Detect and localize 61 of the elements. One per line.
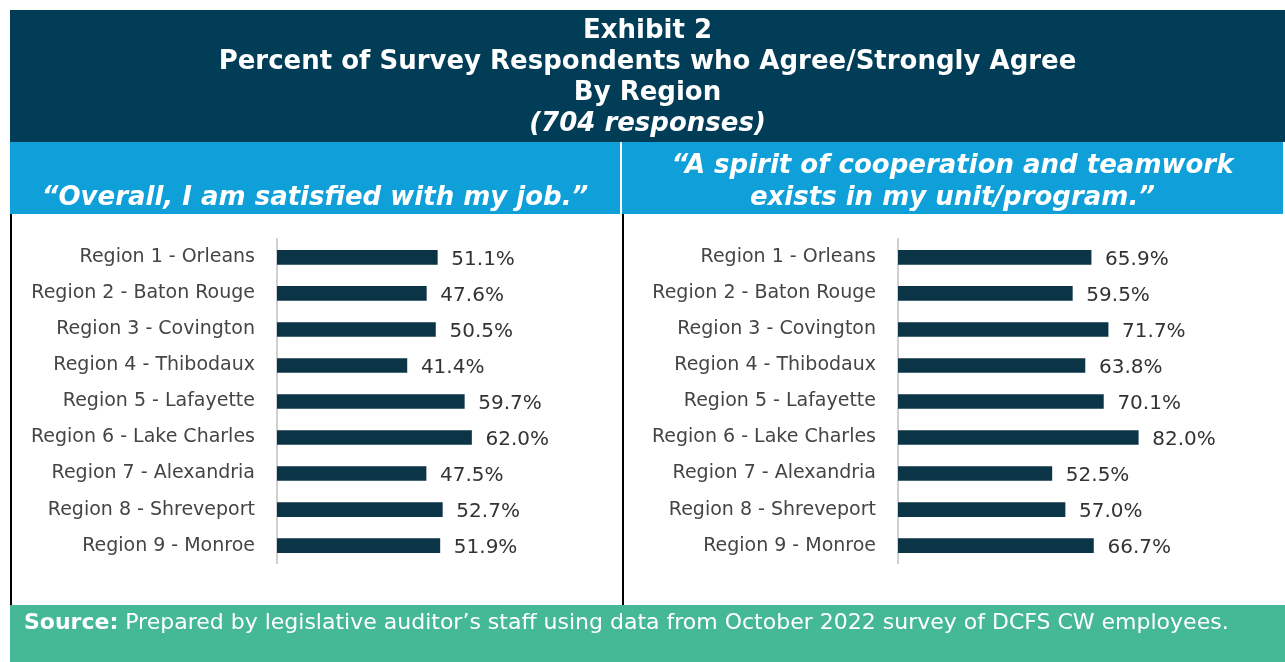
bar <box>277 502 443 517</box>
y-tick-label: Region 8 - Shreveport <box>47 496 255 519</box>
y-tick-label: Region 7 - Alexandria <box>51 460 255 483</box>
data-label: 50.5% <box>449 317 513 342</box>
y-tick-label: Region 5 - Lafayette <box>62 388 255 411</box>
data-label: 57.0% <box>1079 497 1143 522</box>
data-label: 59.7% <box>478 389 542 414</box>
text: Percent of Survey Respondents who Agree/Strongly Agree <box>217 45 1078 76</box>
chart-title: “Overall, I am satisfied with my job.” <box>41 180 589 212</box>
data-label: 51.9% <box>453 533 518 558</box>
bar <box>898 538 1094 553</box>
bar <box>277 394 465 409</box>
text: Exhibit 2 <box>581 14 714 45</box>
data-label: 62.0% <box>485 425 550 450</box>
bar <box>277 250 438 265</box>
y-tick-label: Region 3 - Covington <box>56 316 255 339</box>
y-tick-label: Region 4 - Thibodaux <box>674 352 877 375</box>
bar <box>898 358 1086 373</box>
bar <box>277 358 408 373</box>
bar <box>898 394 1104 409</box>
y-tick-label: Region 6 - Lake Charles <box>30 424 255 447</box>
data-label: 47.6% <box>440 281 504 306</box>
bar <box>277 466 427 481</box>
bar <box>898 250 1092 265</box>
y-tick-label: Region 1 - Orleans <box>79 244 255 267</box>
text: By Region <box>572 76 723 107</box>
y-tick-label: Region 8 - Shreveport <box>668 496 877 519</box>
y-tick-label: Region 9 - Monroe <box>703 532 877 555</box>
data-label: 52.5% <box>1065 461 1130 486</box>
y-tick-label: Region 6 - Lake Charles <box>651 424 877 447</box>
data-label: 70.1% <box>1117 389 1181 414</box>
text: (704 responses) <box>528 107 767 138</box>
data-label: 63.8% <box>1098 353 1163 378</box>
bar <box>898 322 1109 337</box>
bar <box>277 430 472 445</box>
y-tick-label: Region 9 - Monroe <box>82 532 255 555</box>
y-tick-label: Region 1 - Orleans <box>700 244 877 267</box>
bar <box>898 502 1066 517</box>
chart-title: “A spirit of cooperation and teamwork exists in my unit/program.” <box>670 148 1236 212</box>
data-label: 82.0% <box>1152 425 1216 450</box>
source-note: Source: Prepared by legislative auditor’s staff using data from October 2022 survey of DCFS CW employees. <box>24 609 1229 634</box>
data-label: 52.7% <box>456 497 520 522</box>
data-label: 41.4% <box>420 353 485 378</box>
bar <box>277 322 436 337</box>
bar <box>277 538 441 553</box>
data-label: 59.5% <box>1086 281 1150 306</box>
y-tick-label: Region 3 - Covington <box>677 316 877 339</box>
bar <box>898 466 1053 481</box>
y-tick-label: Region 2 - Baton Rouge <box>31 280 255 303</box>
y-tick-label: Region 2 - Baton Rouge <box>652 280 877 303</box>
data-label: 71.7% <box>1122 317 1186 342</box>
y-tick-label: Region 4 - Thibodaux <box>53 352 255 375</box>
y-tick-label: Region 5 - Lafayette <box>683 388 877 411</box>
data-label: 47.5% <box>440 461 504 486</box>
bar <box>898 430 1139 445</box>
data-label: 65.9% <box>1105 245 1169 270</box>
bar <box>898 286 1073 301</box>
data-label: 66.7% <box>1107 533 1171 558</box>
bar <box>277 286 427 301</box>
y-tick-label: Region 7 - Alexandria <box>672 460 877 483</box>
data-label: 51.1% <box>451 245 515 270</box>
